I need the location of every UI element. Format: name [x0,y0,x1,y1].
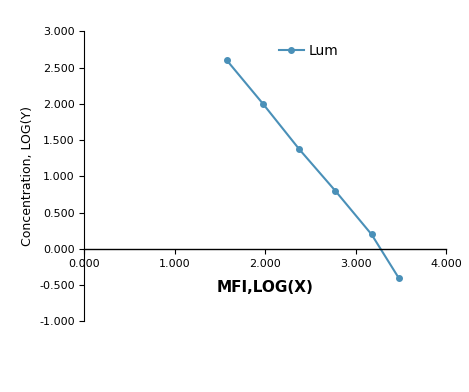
Legend: Lum: Lum [273,38,344,64]
Lum [333,189,338,193]
Lum [396,276,401,280]
Lum [260,102,266,106]
Lum [224,58,230,63]
Line: Lum: Lum [224,58,401,281]
Lum [296,147,302,152]
X-axis label: MFI,LOG(X): MFI,LOG(X) [217,280,314,295]
Lum [369,232,374,237]
Y-axis label: Concentration, LOG(Y): Concentration, LOG(Y) [21,106,33,247]
